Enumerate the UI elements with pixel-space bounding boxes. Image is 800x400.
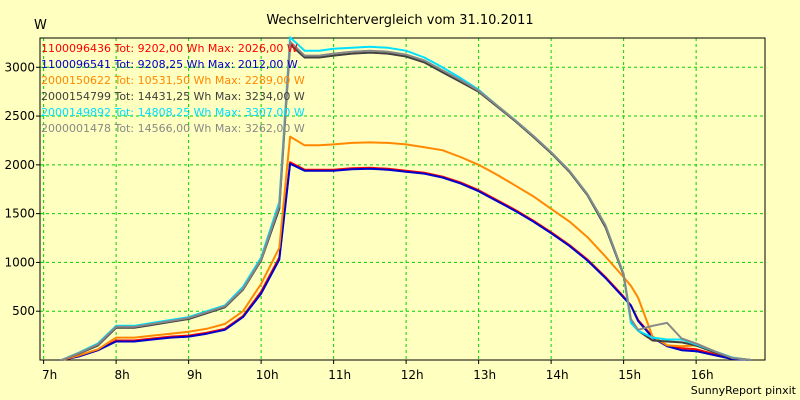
series-line	[60, 135, 752, 361]
legend-entry: 1100096436 Tot: 9202,00 Wh Max: 2026,00 …	[41, 42, 298, 55]
x-tick-label: 8h	[115, 368, 130, 382]
x-tick-label: 10h	[256, 368, 279, 382]
legend: 1100096436 Tot: 9202,00 Wh Max: 2026,00 …	[41, 42, 305, 135]
axes: 7h 8h 9h 10h 11h 12h 13h 14h 15h 16h 500 1000 1500 20…	[4, 37, 766, 382]
legend-entry: 2000149892 Tot: 14808,25 Wh Max: 3307,00…	[41, 106, 305, 119]
y-axis-unit: W	[34, 18, 47, 33]
y-tick-label: 1500	[4, 207, 35, 221]
x-tick-label: 12h	[401, 368, 424, 382]
x-tick-label: 15h	[618, 368, 641, 382]
x-tick-label: 16h	[691, 368, 714, 382]
plot-frame	[39, 37, 766, 361]
legend-entry: 1100096541 Tot: 9208,25 Wh Max: 2012,00 …	[41, 58, 298, 71]
y-tick-label: 2000	[4, 158, 35, 172]
legend-entry: 2000150622 Tot: 10531,50 Wh Max: 2289,00…	[41, 74, 305, 87]
legend-entry: 2000001478 Tot: 14566,00 Wh Max: 3262,00…	[41, 122, 305, 135]
y-tick-label: 2500	[4, 109, 35, 123]
grid	[40, 38, 765, 360]
x-tick-label: 13h	[473, 368, 496, 382]
y-tick-label: 3000	[4, 60, 35, 74]
footer-credit: SunnyReport pinxit	[691, 384, 797, 397]
y-tick-label: 1000	[4, 255, 35, 269]
legend-entry: 2000154799 Tot: 14431,25 Wh Max: 3234,00…	[41, 90, 305, 103]
x-tick-label: 9h	[187, 368, 202, 382]
chart-title: Wechselrichtervergleich vom 31.10.2011	[266, 13, 533, 28]
y-tick-label: 500	[12, 304, 35, 318]
x-tick-label: 11h	[328, 368, 351, 382]
x-tick-label: 14h	[546, 368, 569, 382]
series-line	[60, 40, 752, 361]
series-line	[60, 162, 752, 361]
series-lines	[60, 36, 752, 361]
x-tick-label: 7h	[42, 368, 57, 382]
